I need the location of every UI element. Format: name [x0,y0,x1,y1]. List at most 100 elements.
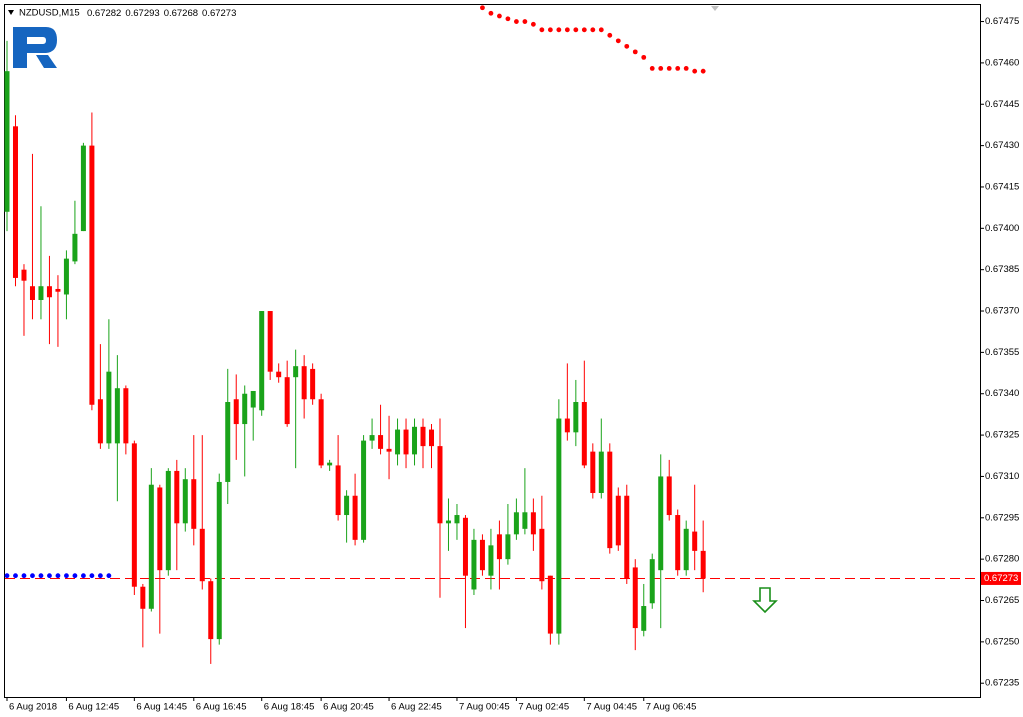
candle-body [12,126,18,278]
quote-open: 0.67282 [87,8,121,19]
candle-body [259,311,265,411]
candle-body [199,528,205,582]
indicator-dot [564,27,570,33]
indicator-dot [607,32,613,38]
candle-body [692,531,698,551]
candle-body [479,539,485,571]
candle-body [29,286,35,300]
candle-body [344,495,350,516]
y-tick-label: 0.67265 [985,595,1019,606]
candle-body [564,418,570,433]
candle-body [148,484,154,609]
candle-body [641,606,647,631]
candle-body [429,429,434,447]
candle-body [361,440,367,540]
candle-body [556,418,562,634]
candle-body [624,495,630,579]
candle-body [310,368,316,400]
candle-body [522,512,528,529]
x-tick-label: 6 Aug 12:45 [68,702,119,713]
indicator-dot [658,66,664,71]
indicator-dot [624,43,630,49]
candle-body [454,515,460,524]
indicator-dot [89,573,95,579]
candle-body [46,286,52,298]
y-tick-label: 0.67370 [985,306,1019,317]
candle-body [293,366,299,378]
x-tick-label: 6 Aug 14:45 [136,702,187,713]
indicator-dot [13,573,18,579]
candle-body [335,465,341,516]
y-tick-label: 0.67355 [985,347,1019,358]
indicator-dot [4,573,10,579]
candle-body [598,451,604,493]
candle-body [123,388,129,444]
candle-body [607,451,613,549]
candle-body [581,402,587,466]
candle-body [165,470,171,571]
candle-body [420,426,426,447]
candle-body [89,145,95,405]
candle-body [378,435,384,449]
indicator-dot [505,16,511,22]
candle-body [174,470,180,524]
indicator-dot [55,573,61,579]
candle-body [395,429,401,455]
candle-body [369,435,375,441]
candle-body [191,479,197,529]
candle-body [114,388,120,444]
candle-body [496,534,502,560]
candle-body [539,528,545,582]
candle-body [225,402,231,482]
candle-body [632,567,638,629]
indicator-dot [683,66,689,71]
candle-body [505,534,511,560]
x-tick-label: 6 Aug 16:45 [196,702,247,713]
candle-body [267,311,273,372]
candle-body [301,366,307,400]
candle-body [675,515,681,571]
candle-body [63,258,69,295]
candle-body [21,269,27,281]
candle-body [38,286,44,300]
indicator-dot [106,573,112,579]
candle-body [276,371,282,378]
candle-body [284,377,290,425]
x-tick-label: 6 Aug 20:45 [323,702,374,713]
candle-body [140,586,146,609]
candle-body [412,426,418,455]
candle-body [403,429,409,455]
price-label: 0.67273 [984,573,1018,584]
indicator-dot [38,573,44,579]
indicator-dot [522,19,528,24]
candle-body [590,451,596,493]
y-tick-label: 0.67340 [985,388,1019,399]
candle-body [658,476,664,571]
candle-body [242,393,248,425]
y-tick-label: 0.67475 [985,16,1019,27]
indicator-dot [615,38,621,44]
candle-body [513,512,519,535]
y-tick-label: 0.67310 [985,471,1019,482]
indicator-dot [675,66,681,71]
logo-leg [36,55,57,68]
candle-body [318,399,324,466]
x-tick-label: 7 Aug 06:45 [646,702,697,713]
indicator-dot [581,27,587,33]
logo [13,27,57,68]
candle-body [547,575,553,634]
y-tick-label: 0.67445 [985,99,1019,110]
candle-body [700,550,706,579]
candle-body [462,517,468,576]
candle-body [445,520,451,524]
indicator-dot [666,66,672,71]
candle-body [4,71,10,212]
candle-body [666,476,672,516]
y-tick-label: 0.67460 [985,57,1019,68]
candle-body [488,545,494,576]
x-tick-label: 6 Aug 18:45 [264,702,315,713]
indicator-dot [497,13,502,19]
quote-low: 0.67268 [164,8,198,19]
x-tick-label: 7 Aug 02:45 [518,702,569,713]
